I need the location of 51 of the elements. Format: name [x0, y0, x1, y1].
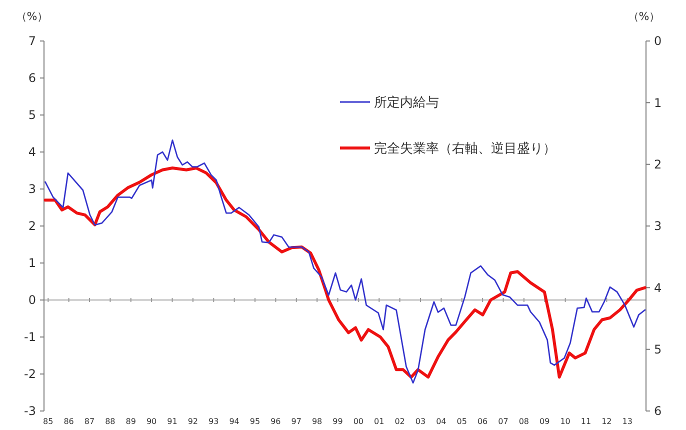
y-tick-label: -3 — [24, 404, 36, 418]
x-tick-label: 87 — [84, 417, 95, 426]
x-tick-label: 06 — [477, 417, 488, 426]
legend-label: 完全失業率（右軸、逆目盛り） — [374, 140, 556, 157]
x-tick-label: 90 — [146, 417, 157, 426]
x-tick-label: 10 — [560, 417, 570, 426]
x-tick-label: 07 — [498, 417, 508, 426]
x-tick-label: 03 — [415, 417, 426, 426]
y2-axis-title: （%） — [628, 10, 660, 23]
x-tick-label: 95 — [250, 417, 260, 426]
x-tick-label: 96 — [270, 417, 281, 426]
y2-tick-label: 2 — [654, 158, 662, 172]
x-tick-label: 93 — [208, 417, 219, 426]
y-tick-label: 0 — [28, 293, 36, 308]
x-tick-label: 02 — [394, 417, 405, 426]
y-tick-label: 5 — [28, 108, 36, 122]
y-tick-label: 1 — [28, 256, 36, 270]
x-tick-label: 12 — [602, 417, 612, 426]
y-tick-label: 2 — [28, 219, 36, 234]
x-tick-label: 05 — [456, 417, 467, 426]
x-tick-label: 01 — [374, 417, 384, 426]
x-tick-label: 92 — [188, 417, 198, 426]
y-tick-label: 6 — [28, 71, 36, 86]
y2-tick-label: 0 — [654, 34, 662, 48]
y-tick-label: 4 — [28, 145, 36, 160]
x-tick-label: 98 — [312, 417, 322, 426]
x-tick-label: 04 — [436, 417, 446, 426]
y-tick-label: 3 — [28, 182, 36, 196]
y2-tick-label: 4 — [654, 280, 662, 295]
y2-tick-label: 5 — [654, 342, 662, 357]
x-tick-label: 88 — [105, 417, 116, 426]
y-tick-label: -1 — [24, 330, 36, 344]
legend-label: 所定内給与 — [374, 96, 439, 111]
x-tick-label: 08 — [518, 417, 530, 426]
y-tick-label: -2 — [24, 367, 36, 382]
y2-tick-label: 3 — [654, 219, 662, 234]
x-tick-label: 86 — [64, 417, 74, 426]
y2-tick-label: 1 — [654, 96, 662, 110]
x-tick-label: 91 — [167, 417, 178, 426]
x-tick-label: 99 — [332, 417, 343, 426]
x-tick-label: 97 — [291, 417, 302, 426]
y2-tick-label: 6 — [654, 404, 662, 418]
x-tick-label: 00 — [353, 417, 364, 426]
x-tick-label: 94 — [229, 417, 240, 426]
x-tick-label: 13 — [622, 417, 632, 426]
y-tick-label: 7 — [28, 34, 36, 48]
y-axis-title: （%） — [16, 10, 48, 23]
x-tick-label: 89 — [126, 417, 136, 426]
x-tick-label: 85 — [43, 417, 54, 426]
x-tick-label: 11 — [580, 417, 592, 426]
x-tick-label: 09 — [540, 417, 550, 426]
